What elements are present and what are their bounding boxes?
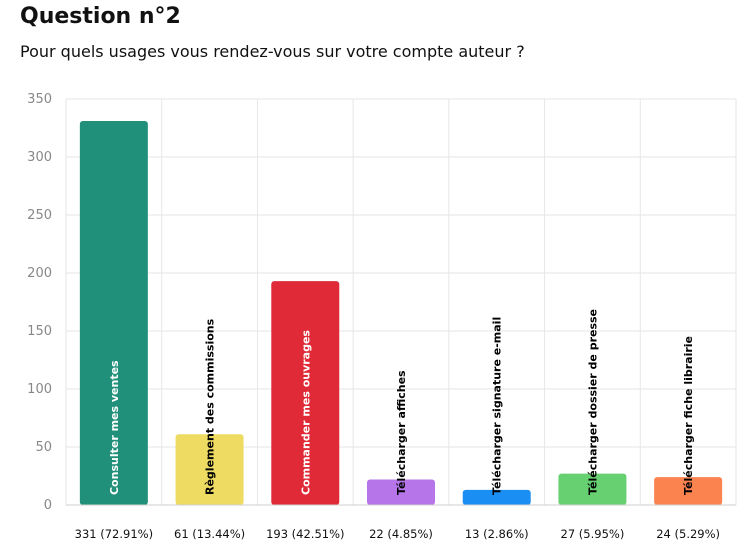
bar	[558, 473, 627, 505]
x-tick-label: 24 (5.29%)	[656, 527, 720, 541]
bar	[367, 479, 435, 505]
x-axis: 331 (72.91%) 61 (13.44%) 193 (42.51%) 22 (4…	[66, 504, 736, 541]
y-tick-label: 150	[27, 324, 52, 339]
x-tick-label: 193 (42.51%)	[266, 527, 344, 541]
bar-category-label: Télécharger affiches	[395, 370, 408, 495]
y-tick-label: 350	[27, 92, 52, 107]
bar	[175, 434, 244, 505]
bar-category-label: Consulter mes ventes	[108, 360, 121, 495]
bars: Consulter mes ventes Règlement des commis…	[79, 121, 723, 505]
x-tick-label: 13 (2.86%)	[465, 527, 529, 541]
x-tick-label: 27 (5.95%)	[561, 527, 625, 541]
bar	[462, 489, 531, 505]
chart-title: Question n°2	[20, 4, 181, 29]
bar-category-label: Commander mes ouvrages	[299, 330, 312, 495]
y-tick-label: 50	[35, 440, 52, 455]
bar	[654, 477, 723, 505]
x-tick-label: 331 (72.91%)	[75, 527, 153, 541]
y-axis: 0 50 100 150 200 250 300 350	[27, 92, 52, 513]
x-tick-label: 22 (4.85%)	[369, 527, 433, 541]
y-tick-label: 0	[44, 498, 52, 513]
y-tick-label: 250	[27, 208, 52, 223]
chart-subtitle: Pour quels usages vous rendez-vous sur v…	[20, 42, 525, 61]
y-tick-label: 300	[27, 150, 52, 165]
bar-category-label: Télécharger dossier de presse	[586, 309, 599, 495]
y-tick-label: 200	[27, 266, 52, 281]
bar	[79, 121, 148, 505]
x-tick-label: 61 (13.44%)	[174, 527, 245, 541]
bar-category-label: Télécharger fiche librairie	[682, 336, 695, 495]
bar-category-label: Télécharger signature e-mail	[491, 317, 504, 495]
y-tick-label: 100	[27, 382, 52, 397]
bar	[271, 281, 340, 505]
bar-category-label: Règlement des commissions	[204, 318, 217, 495]
